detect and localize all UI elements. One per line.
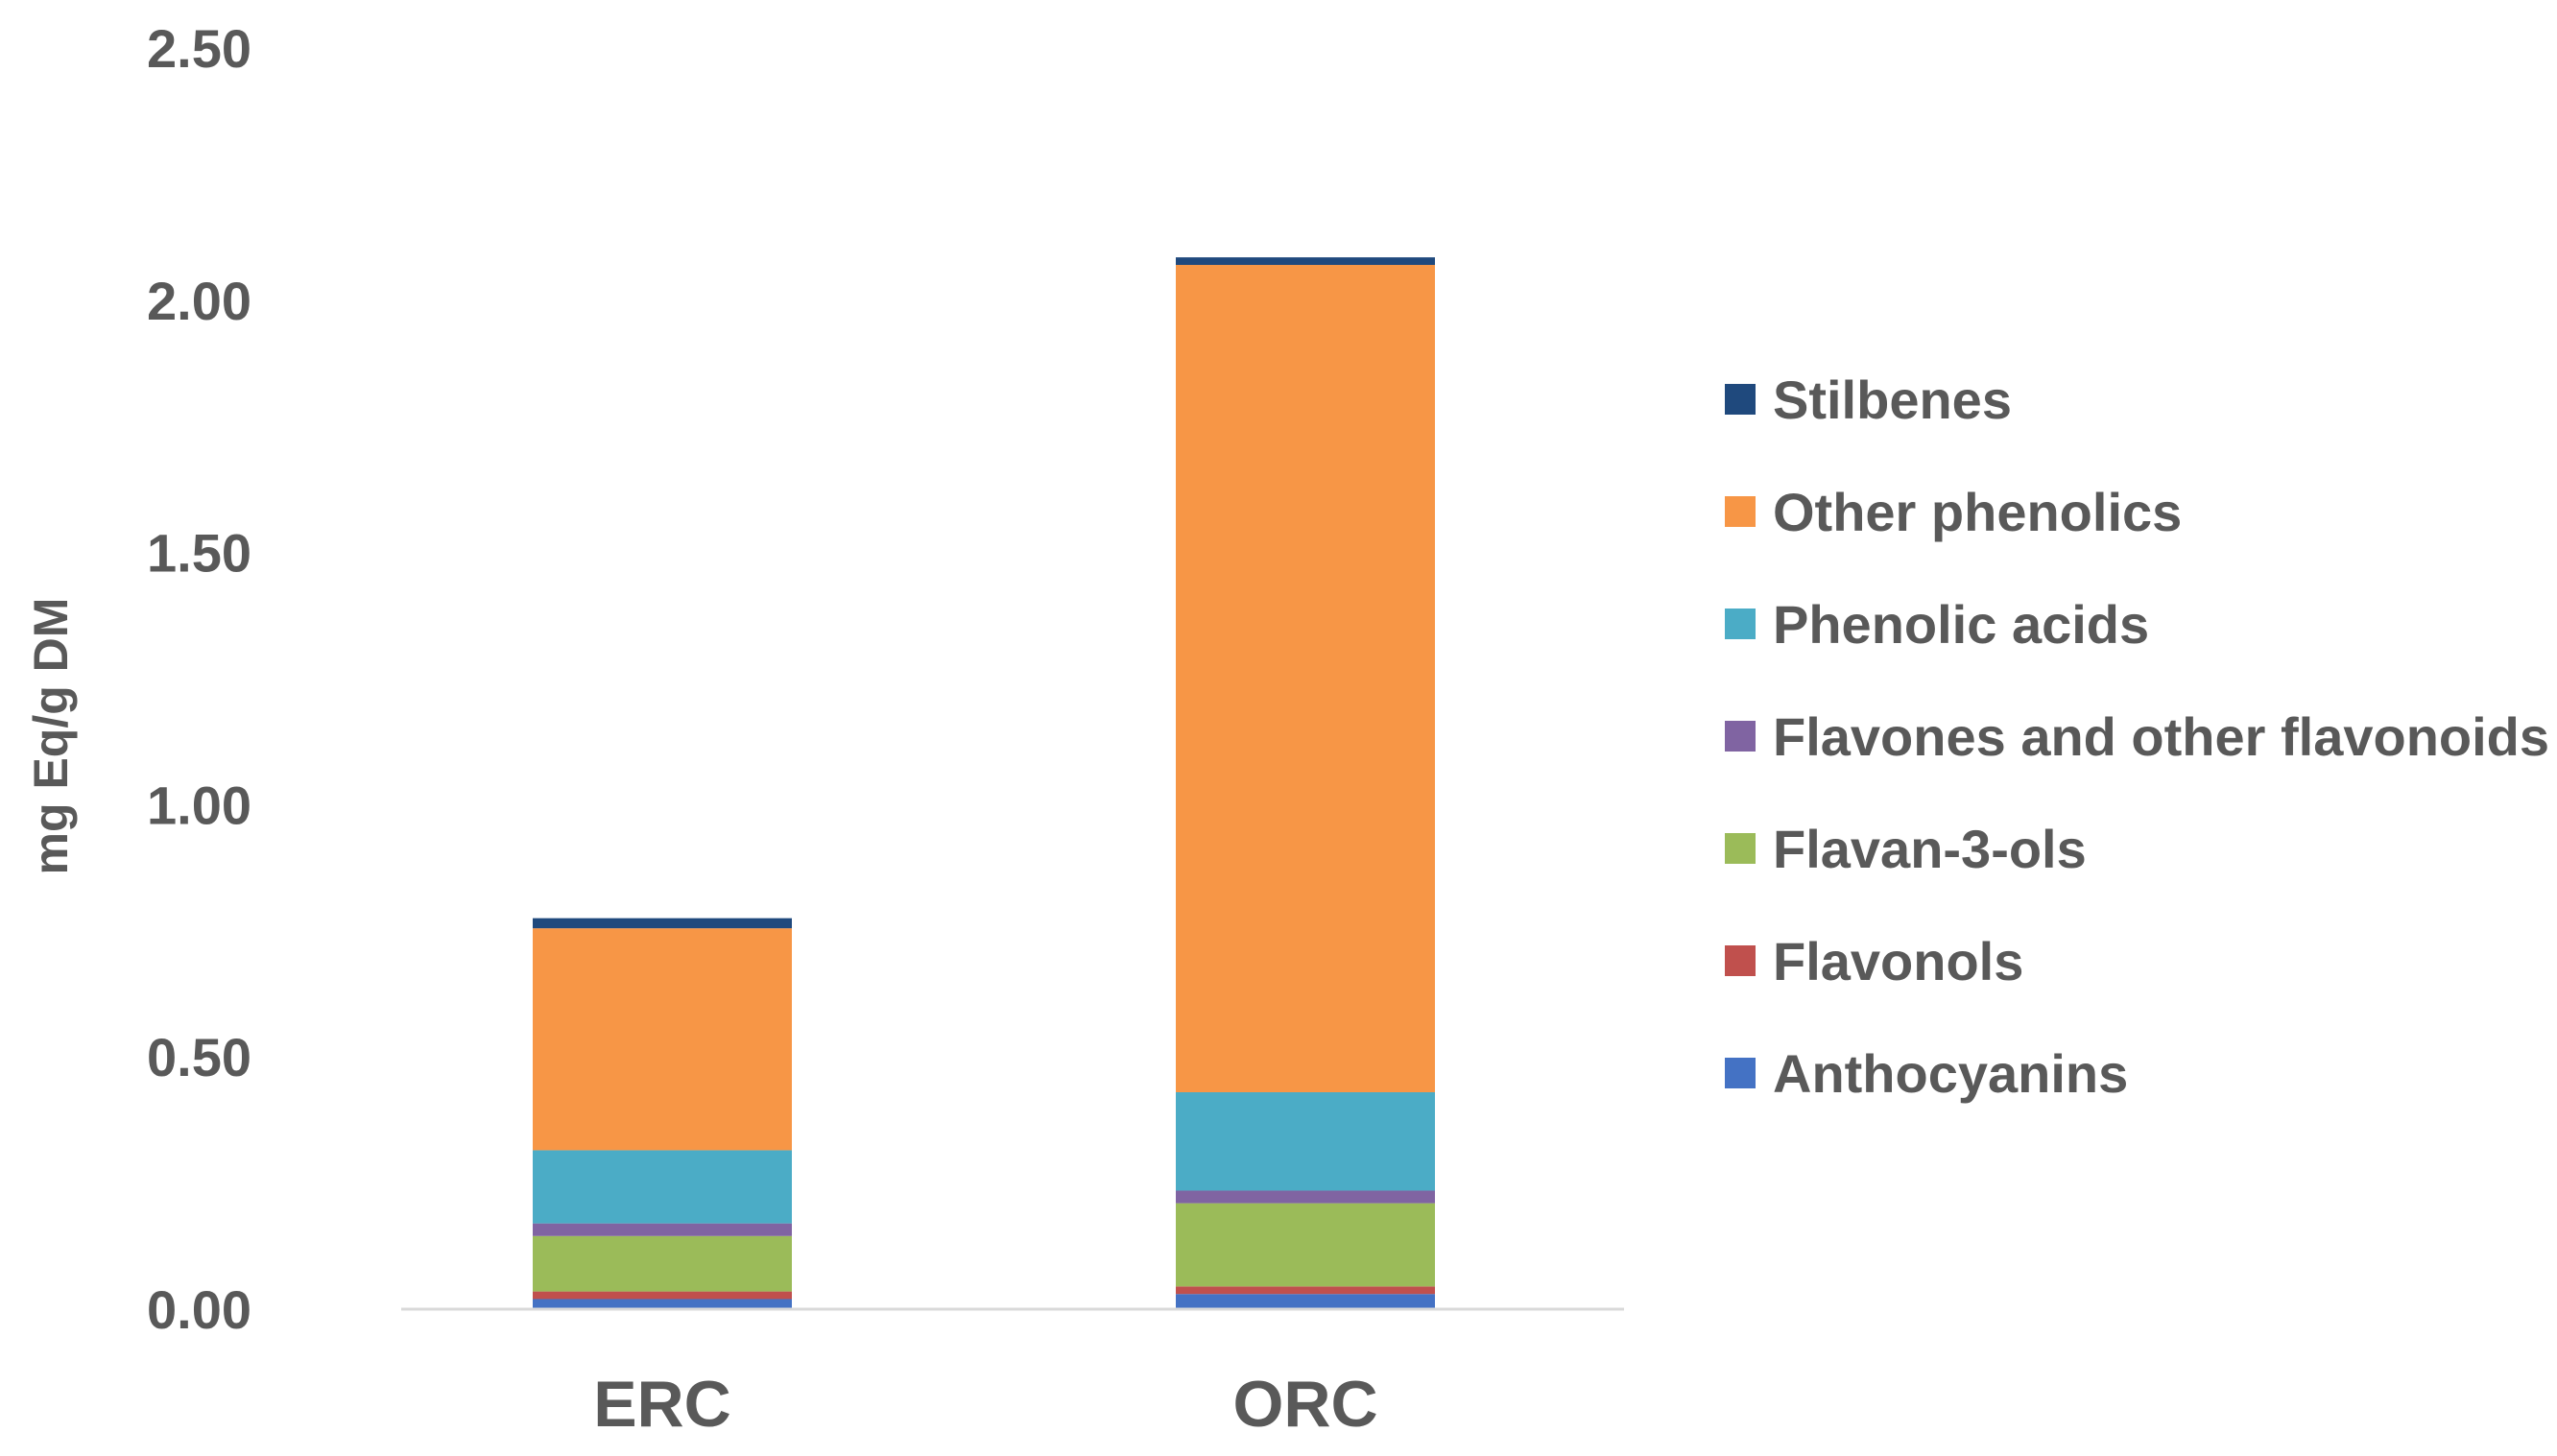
y-tick-label: 0.50	[147, 1027, 251, 1087]
y-tick-label: 0.00	[147, 1279, 251, 1340]
legend-swatch	[1725, 945, 1756, 976]
legend-label: Flavan-3-ols	[1773, 819, 2087, 879]
legend-label: Phenolic acids	[1773, 594, 2149, 655]
bar-segment-orc-flavonols	[1176, 1286, 1435, 1295]
x-category-labels: ERC ORC	[593, 1368, 1377, 1441]
y-tick-label: 1.00	[147, 775, 251, 835]
legend-label: Stilbenes	[1773, 370, 2012, 430]
bar-segment-orc-other-phenolics	[1176, 265, 1435, 1092]
legend-swatch	[1725, 1058, 1756, 1088]
y-tick-label: 2.00	[147, 271, 251, 331]
legend-swatch	[1725, 609, 1756, 639]
y-tick-labels: 0.00 0.50 1.00 1.50 2.00 2.50	[147, 18, 251, 1340]
legend-label: Other phenolics	[1773, 482, 2182, 542]
legend-item-flavonols: Flavonols	[1725, 931, 2023, 991]
legend-swatch	[1725, 496, 1756, 527]
legend-label: Flavones and other flavonoids	[1773, 706, 2549, 767]
legend-swatch	[1725, 384, 1756, 415]
y-tick-label: 2.50	[147, 18, 251, 79]
legend-item-flavones-and-other-flavonoids: Flavones and other flavonoids	[1725, 706, 2549, 767]
bar-segment-erc-flavan-3-ols	[533, 1235, 792, 1292]
legend-swatch	[1725, 721, 1756, 752]
x-category-label: ORC	[1232, 1368, 1377, 1441]
bar-segment-erc-stilbenes	[533, 918, 792, 929]
bar-segment-orc-flavones-and-other-flavonoids	[1176, 1190, 1435, 1204]
legend-item-phenolic-acids: Phenolic acids	[1725, 594, 2149, 655]
y-tick-label: 1.50	[147, 523, 251, 584]
legend: Stilbenes Other phenolics Phenolic acids Fl…	[1725, 370, 2549, 1104]
bar-segment-orc-stilbenes	[1176, 257, 1435, 266]
legend-item-anthocyanins: Anthocyanins	[1725, 1043, 2128, 1104]
bar-segment-erc-anthocyanins	[533, 1299, 792, 1309]
bars-layer	[533, 257, 1435, 1309]
bar-segment-erc-phenolic-acids	[533, 1150, 792, 1224]
legend-item-stilbenes: Stilbenes	[1725, 370, 2012, 430]
legend-item-other-phenolics: Other phenolics	[1725, 482, 2182, 542]
legend-item-flavan-3-ols: Flavan-3-ols	[1725, 819, 2087, 879]
legend-label: Flavonols	[1773, 931, 2023, 991]
legend-label: Anthocyanins	[1773, 1043, 2128, 1104]
legend-swatch	[1725, 833, 1756, 864]
bar-segment-erc-other-phenolics	[533, 928, 792, 1151]
bar-segment-orc-anthocyanins	[1176, 1294, 1435, 1309]
y-axis-title: mg Eq/g DM	[24, 598, 78, 875]
x-category-label: ERC	[593, 1368, 731, 1441]
bar-segment-erc-flavonols	[533, 1291, 792, 1300]
bar-segment-orc-phenolic-acids	[1176, 1091, 1435, 1191]
bar-segment-orc-flavan-3-ols	[1176, 1203, 1435, 1287]
bar-segment-erc-flavones-and-other-flavonoids	[533, 1223, 792, 1236]
